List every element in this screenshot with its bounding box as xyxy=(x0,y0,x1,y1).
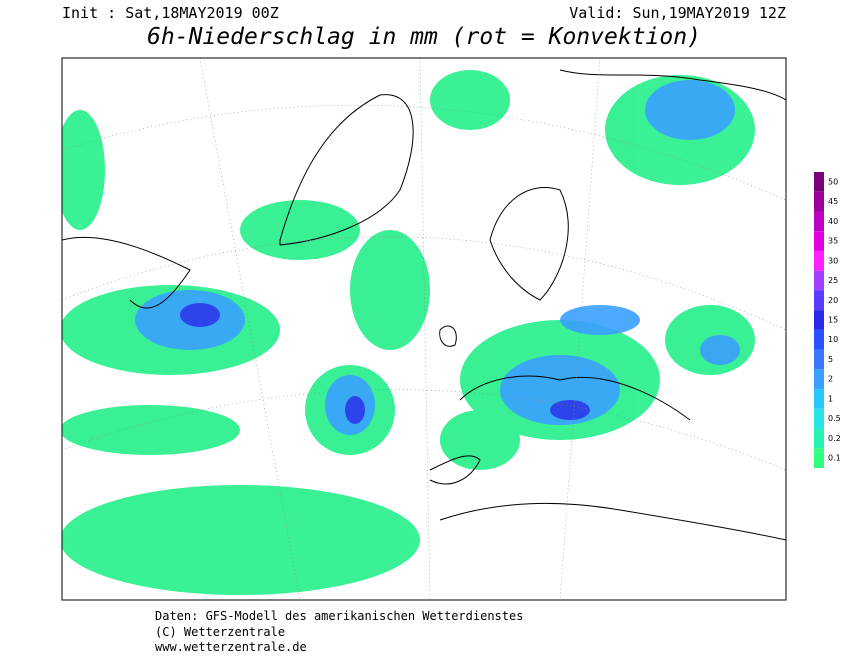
colorbar-swatch xyxy=(814,349,824,370)
map-title: 6h-Niederschlag in mm (rot = Konvektion) xyxy=(147,24,701,50)
colorbar-swatch xyxy=(814,369,824,390)
map-area xyxy=(61,57,787,601)
colorbar-swatch xyxy=(814,290,824,311)
colorbar-label: 40 xyxy=(828,217,838,226)
colorbar-label: 1 xyxy=(828,394,833,403)
coastlines xyxy=(62,69,786,541)
colorbar-swatch xyxy=(814,270,824,291)
colorbar-swatch xyxy=(814,408,824,429)
colorbar-label: 0.5 xyxy=(828,414,841,423)
colorbar-swatch xyxy=(814,191,824,212)
colorbar-swatch xyxy=(814,231,824,251)
precip-heavy xyxy=(180,303,590,424)
valid-time: Valid: Sun,19MAY2019 12Z xyxy=(569,4,786,22)
colorbar-label: 30 xyxy=(828,256,838,265)
precip-light xyxy=(62,70,755,595)
colorbar-label: 35 xyxy=(828,237,838,246)
colorbar-swatch xyxy=(814,310,824,330)
footer-line: (C) Wetterzentrale xyxy=(155,625,285,639)
colorbar-label: 10 xyxy=(828,335,838,344)
colorbar-swatch xyxy=(814,211,824,232)
colorbar-swatch xyxy=(814,389,824,409)
colorbar-label: 45 xyxy=(828,197,838,206)
graticule xyxy=(62,58,786,600)
colorbar-label: 5 xyxy=(828,355,833,364)
map-frame xyxy=(61,57,787,601)
colorbar-swatch xyxy=(814,329,824,350)
footer-line: Daten: GFS-Modell des amerikanischen Wet… xyxy=(155,609,523,623)
footer: Daten: GFS-Modell des amerikanischen Wet… xyxy=(155,609,523,654)
footer-line: www.wetterzentrale.de xyxy=(155,640,307,654)
colorbar-swatch xyxy=(814,448,824,468)
colorbar-swatch xyxy=(814,172,824,192)
colorbar-label: 0.2 xyxy=(828,434,841,443)
colorbar: 50 45 40 35 30 25 20 15 10 5 2 1 0.5 0.2 0.1 xyxy=(814,172,841,468)
colorbar-label: 25 xyxy=(828,276,838,285)
colorbar-label: 50 xyxy=(828,177,838,186)
colorbar-label: 20 xyxy=(828,296,838,305)
init-time: Init : Sat,18MAY2019 00Z xyxy=(62,4,279,22)
colorbar-label: 15 xyxy=(828,316,838,325)
colorbar-swatch xyxy=(814,428,824,449)
colorbar-swatch xyxy=(814,250,824,271)
colorbar-label: 2 xyxy=(828,375,833,384)
colorbar-label: 0.1 xyxy=(828,454,841,463)
